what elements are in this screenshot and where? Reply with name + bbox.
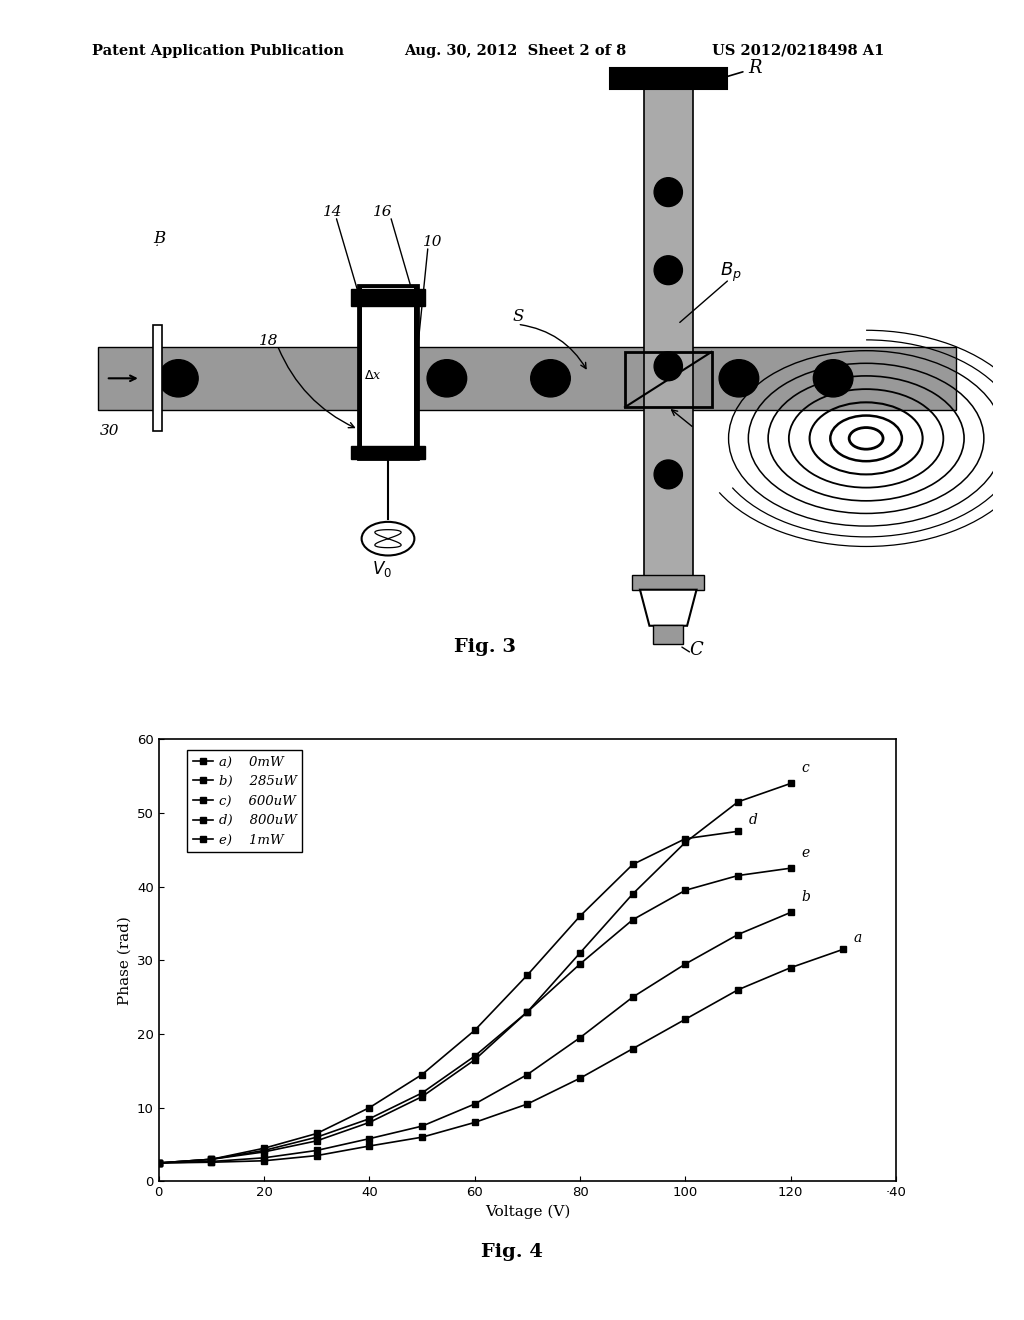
Bar bbox=[351, 446, 425, 459]
Text: d: d bbox=[749, 813, 758, 826]
Text: C: C bbox=[689, 640, 702, 659]
Ellipse shape bbox=[530, 359, 570, 397]
Text: 30: 30 bbox=[100, 424, 120, 438]
Ellipse shape bbox=[719, 359, 759, 397]
Text: $V_0$: $V_0$ bbox=[372, 558, 392, 578]
Text: $B_p$: $B_p$ bbox=[720, 261, 741, 284]
Text: Fig. 3: Fig. 3 bbox=[454, 638, 515, 656]
Bar bbox=[98, 347, 955, 409]
Legend: a)    0mW, b)    285uW, c)    600uW, d)    800uW, e)    1mW: a) 0mW, b) 285uW, c) 600uW, d) 800uW, e)… bbox=[187, 750, 302, 853]
Ellipse shape bbox=[654, 459, 682, 488]
Text: R: R bbox=[709, 59, 762, 82]
Ellipse shape bbox=[427, 359, 467, 397]
Text: S: S bbox=[513, 309, 524, 325]
Text: $\Delta$x: $\Delta$x bbox=[364, 368, 381, 381]
Text: 18: 18 bbox=[258, 334, 278, 348]
Bar bbox=[610, 67, 727, 88]
Text: b: b bbox=[801, 891, 810, 904]
Bar bbox=[653, 624, 683, 644]
Ellipse shape bbox=[654, 178, 682, 206]
Bar bbox=[153, 326, 163, 432]
Bar bbox=[644, 73, 693, 577]
Y-axis label: Phase (rad): Phase (rad) bbox=[118, 916, 131, 1005]
Text: US 2012/0218498 A1: US 2012/0218498 A1 bbox=[712, 44, 884, 58]
Bar bbox=[358, 285, 418, 459]
Bar bbox=[633, 576, 705, 590]
Text: B: B bbox=[153, 230, 165, 247]
Bar bbox=[362, 288, 414, 457]
Circle shape bbox=[361, 521, 415, 556]
Text: a: a bbox=[854, 931, 862, 945]
Ellipse shape bbox=[654, 352, 682, 380]
Ellipse shape bbox=[813, 359, 853, 397]
Text: 16: 16 bbox=[374, 205, 393, 219]
Text: e: e bbox=[801, 846, 809, 861]
Ellipse shape bbox=[654, 256, 682, 285]
Text: 10: 10 bbox=[423, 235, 442, 249]
Text: c: c bbox=[801, 762, 809, 775]
X-axis label: Voltage (V): Voltage (V) bbox=[484, 1205, 570, 1220]
Text: Patent Application Publication: Patent Application Publication bbox=[92, 44, 344, 58]
Text: Aug. 30, 2012  Sheet 2 of 8: Aug. 30, 2012 Sheet 2 of 8 bbox=[404, 44, 627, 58]
Text: Fig. 4: Fig. 4 bbox=[481, 1243, 543, 1262]
Ellipse shape bbox=[159, 359, 199, 397]
Bar bbox=[625, 352, 712, 407]
Polygon shape bbox=[640, 590, 696, 626]
Text: 14: 14 bbox=[323, 205, 342, 219]
Bar bbox=[351, 289, 425, 306]
